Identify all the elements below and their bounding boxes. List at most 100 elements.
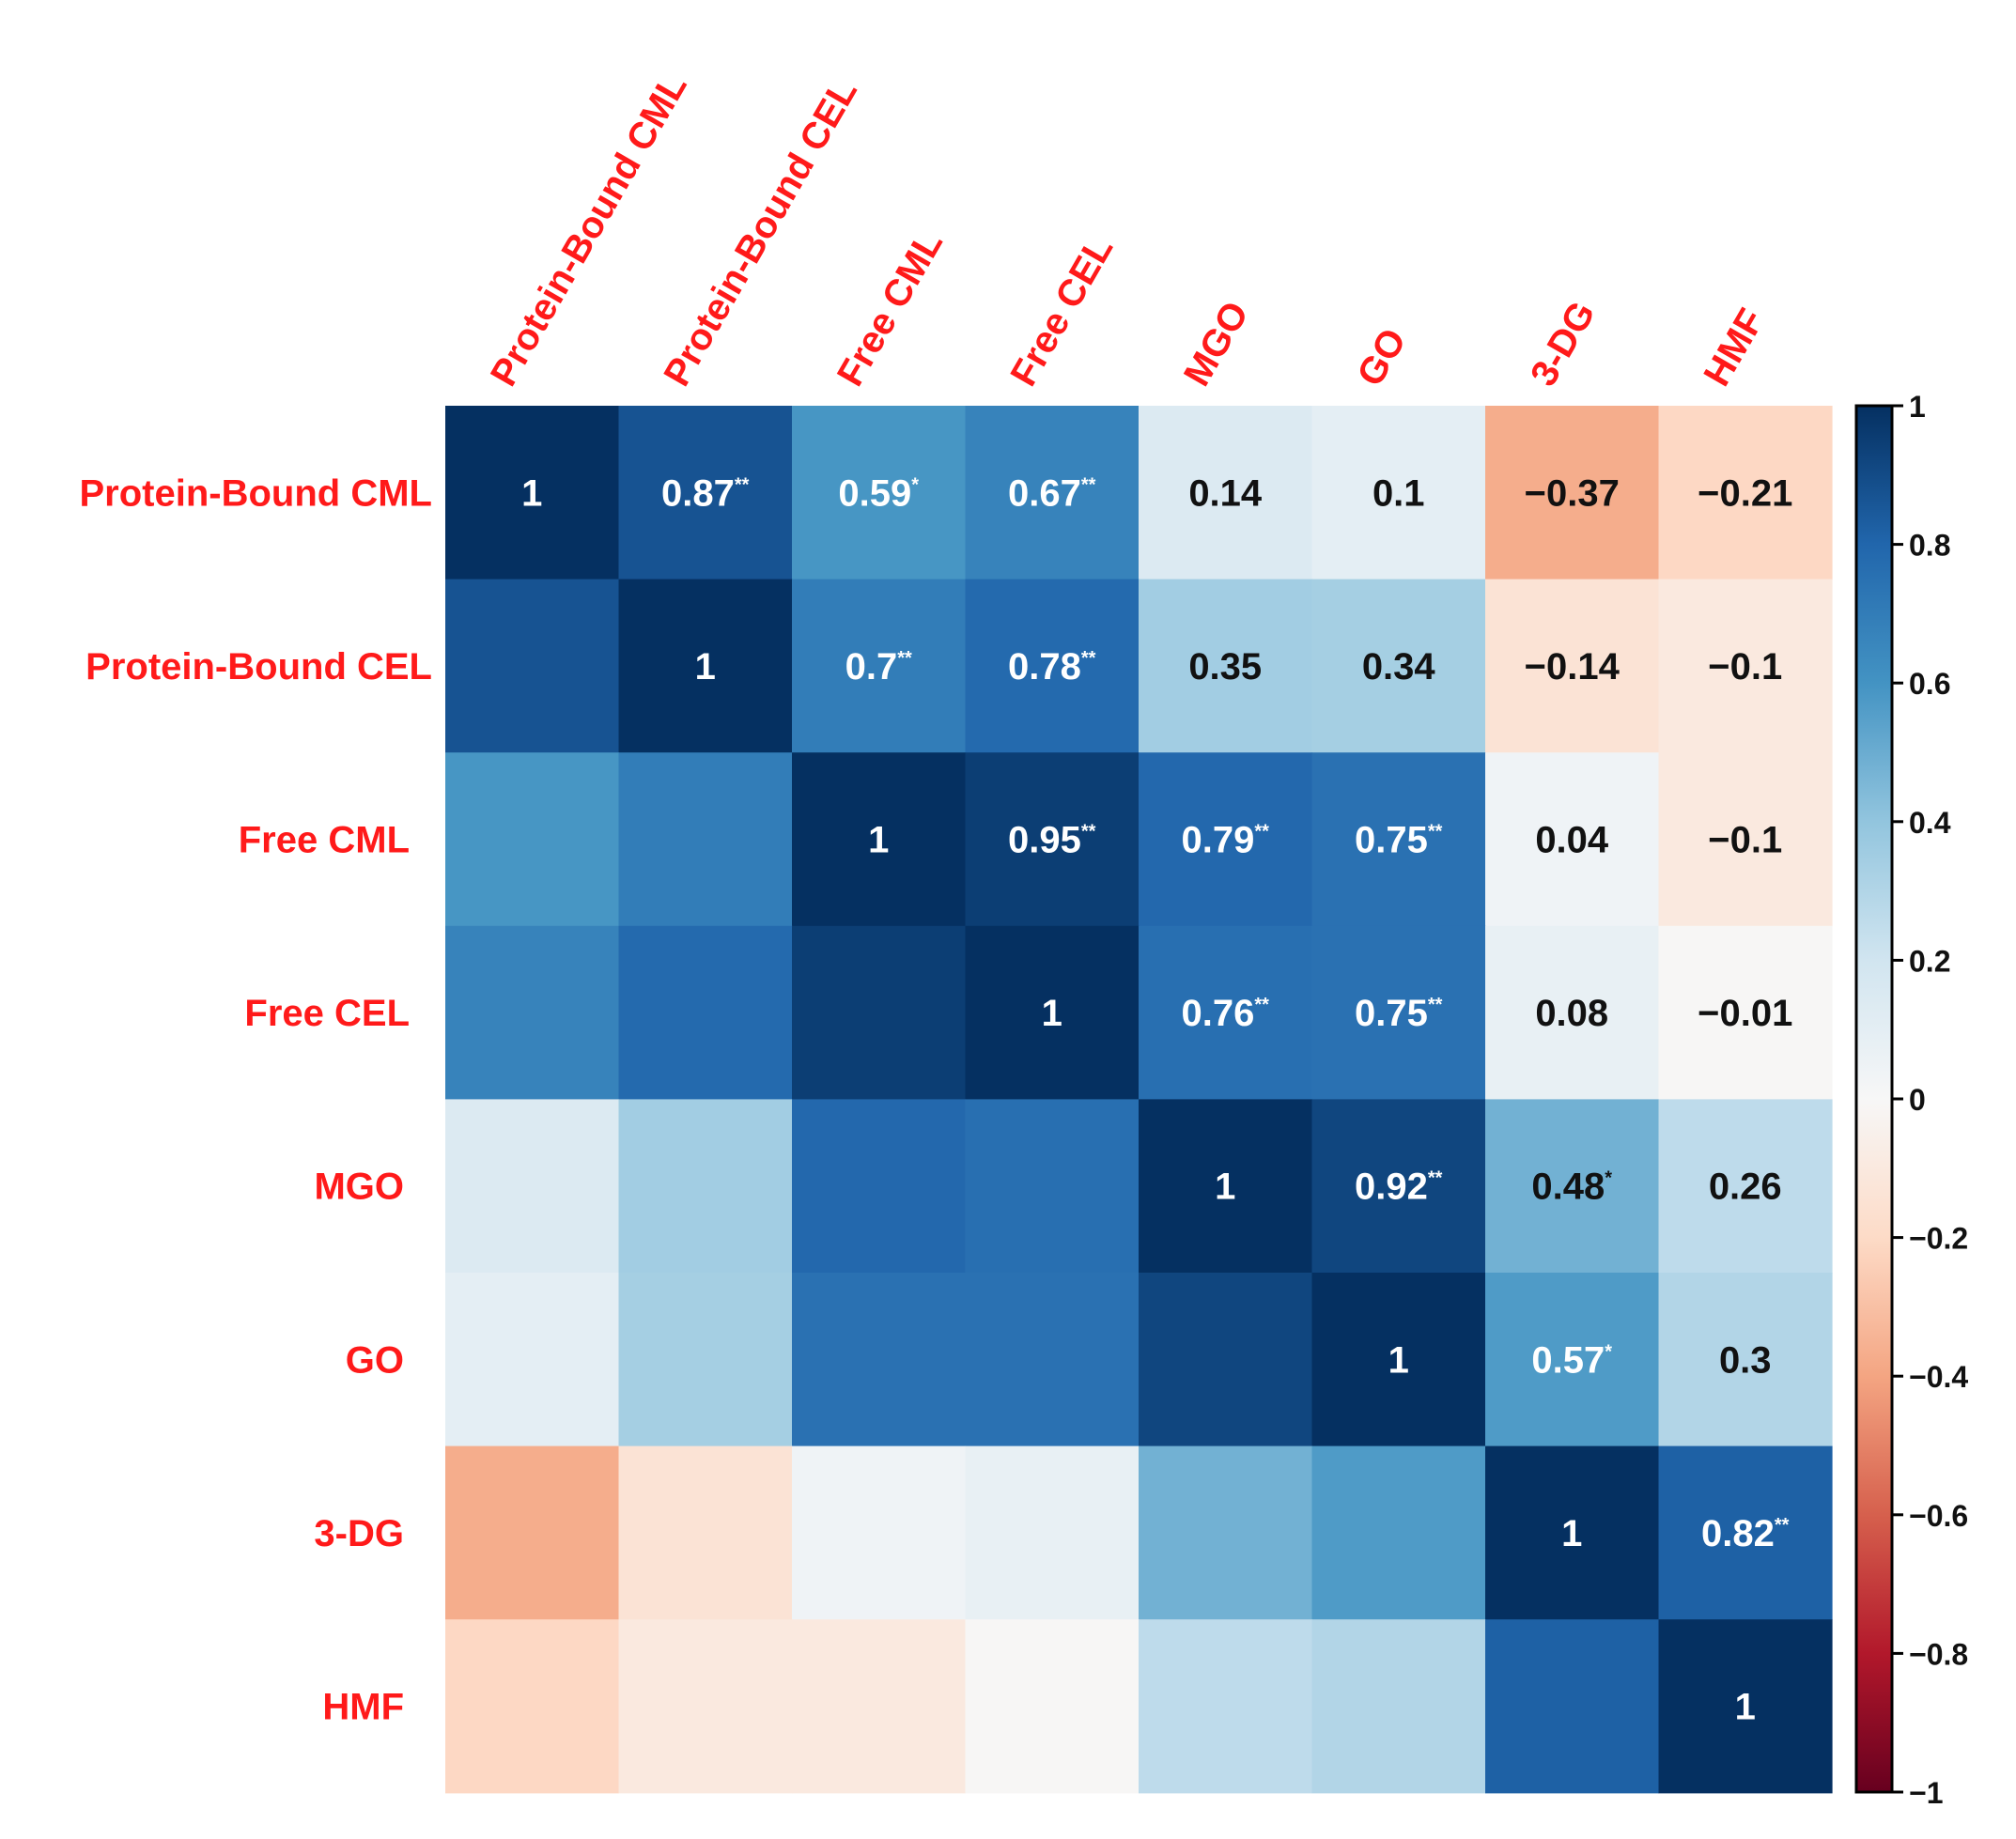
heatmap-cell-label: −0.1 bbox=[1708, 646, 1782, 688]
row-label: MGO bbox=[314, 1167, 404, 1208]
heatmap-cell bbox=[1485, 1445, 1660, 1620]
heatmap-cell bbox=[1658, 579, 1833, 753]
column-label: Free CML bbox=[830, 224, 951, 394]
heatmap-cell-label: −0.1 bbox=[1708, 820, 1782, 861]
significance-mark: ** bbox=[1081, 648, 1096, 669]
heatmap-cell bbox=[792, 1445, 967, 1620]
heatmap-cell bbox=[445, 579, 620, 753]
heatmap-cell bbox=[1139, 925, 1313, 1100]
heatmap-cell-label: 0.34 bbox=[1362, 646, 1436, 688]
heatmap-cell bbox=[445, 1273, 620, 1447]
colorbar-tick-label: 0 bbox=[1909, 1083, 1926, 1117]
heatmap-cell-label: 0.26 bbox=[1709, 1167, 1782, 1208]
heatmap-cell bbox=[445, 1099, 620, 1274]
heatmap-cell bbox=[445, 925, 620, 1100]
colorbar-tick-label: 0.8 bbox=[1909, 529, 1950, 563]
heatmap-cell bbox=[792, 1273, 967, 1447]
heatmap-cell bbox=[1311, 1273, 1486, 1447]
heatmap-cell bbox=[965, 579, 1140, 753]
heatmap-cell bbox=[618, 1445, 793, 1620]
heatmap-cell-label: 1 bbox=[1215, 1167, 1235, 1208]
heatmap-cell-label: 1 bbox=[1561, 1513, 1582, 1554]
significance-mark: ** bbox=[897, 648, 912, 669]
heatmap-cell bbox=[1485, 406, 1660, 580]
heatmap-cell-label: 0.1 bbox=[1372, 472, 1425, 514]
heatmap-cell bbox=[1311, 579, 1486, 753]
heatmap-cell bbox=[1311, 925, 1486, 1100]
row-label: Protein-Bound CEL bbox=[85, 646, 432, 688]
heatmap-cell-label: 1 bbox=[1042, 993, 1062, 1034]
heatmap-cells bbox=[445, 406, 1833, 1794]
colorbar-tick-label: 1 bbox=[1909, 390, 1926, 424]
heatmap-cell bbox=[445, 1619, 620, 1794]
heatmap-cell bbox=[1311, 1619, 1486, 1794]
heatmap-cell bbox=[618, 1099, 793, 1274]
row-label: Free CML bbox=[239, 820, 410, 861]
column-label: GO bbox=[1349, 322, 1414, 394]
heatmap-cell bbox=[1485, 1099, 1660, 1274]
colorbar-gradient bbox=[1854, 404, 1894, 1794]
heatmap-cell bbox=[1658, 1445, 1833, 1620]
colorbar-tick-label: −1 bbox=[1909, 1776, 1943, 1810]
heatmap-cell bbox=[1485, 1619, 1660, 1794]
row-label: Free CEL bbox=[244, 993, 410, 1034]
heatmap-cell bbox=[1139, 1445, 1313, 1620]
heatmap-cell-label: −0.21 bbox=[1698, 472, 1792, 514]
heatmap-cell bbox=[1658, 406, 1833, 580]
heatmap-cell-label: 1 bbox=[868, 820, 889, 861]
row-label: 3-DG bbox=[314, 1513, 404, 1554]
significance-mark: * bbox=[911, 474, 919, 495]
heatmap-cell-label: −0.37 bbox=[1525, 472, 1620, 514]
heatmap-cell bbox=[445, 752, 620, 927]
heatmap-cell bbox=[965, 1619, 1140, 1794]
colorbar-tick-label: −0.8 bbox=[1909, 1637, 1968, 1671]
significance-mark: ** bbox=[1254, 822, 1269, 842]
heatmap-cell bbox=[618, 1619, 793, 1794]
heatmap-cell bbox=[1139, 579, 1313, 753]
heatmap-cell bbox=[1485, 752, 1660, 927]
heatmap-cell-label: 0.57* bbox=[1531, 1339, 1612, 1381]
column-label: MGO bbox=[1176, 295, 1257, 394]
colorbar-tick-label: 0.2 bbox=[1909, 944, 1950, 978]
heatmap-cell bbox=[1139, 1099, 1313, 1274]
heatmap-cell bbox=[792, 752, 967, 927]
heatmap-cell-label: −0.01 bbox=[1698, 993, 1792, 1034]
significance-mark: ** bbox=[1775, 1515, 1790, 1536]
heatmap-cell-label: 1 bbox=[1735, 1687, 1756, 1728]
heatmap-cell bbox=[1658, 1099, 1833, 1274]
row-labels: Protein-Bound CML Protein-Bound CEL Free C… bbox=[80, 472, 433, 1727]
heatmap-cell bbox=[618, 1273, 793, 1447]
colorbar: 1 0.8 0.6 0.4 0.2 0 −0.2 −0.4 −0.6 −0.8 −1 bbox=[1854, 390, 1968, 1810]
significance-mark: ** bbox=[1081, 474, 1096, 495]
heatmap-cell bbox=[445, 1445, 620, 1620]
heatmap-cell bbox=[965, 1099, 1140, 1274]
heatmap-cell bbox=[1485, 579, 1660, 753]
heatmap-cell bbox=[618, 406, 793, 580]
heatmap-cell bbox=[1485, 925, 1660, 1100]
significance-mark: ** bbox=[735, 474, 750, 495]
heatmap-cell bbox=[1311, 406, 1486, 580]
heatmap-cell-label: 1 bbox=[695, 646, 716, 688]
heatmap-cell bbox=[1139, 1273, 1313, 1447]
column-label: Free CEL bbox=[1002, 229, 1121, 393]
heatmap-cell bbox=[1658, 925, 1833, 1100]
significance-mark: ** bbox=[1428, 995, 1443, 1015]
heatmap-cell bbox=[1311, 1099, 1486, 1274]
heatmap-cell-label: 0.3 bbox=[1719, 1339, 1772, 1381]
heatmap-cell bbox=[618, 752, 793, 927]
colorbar-tick-label: −0.4 bbox=[1909, 1360, 1968, 1394]
heatmap-cell bbox=[1139, 406, 1313, 580]
heatmap-cell bbox=[792, 925, 967, 1100]
heatmap-cell bbox=[618, 925, 793, 1100]
heatmap-cell bbox=[965, 406, 1140, 580]
heatmap-cell bbox=[1311, 752, 1486, 927]
heatmap-cell bbox=[618, 579, 793, 753]
heatmap-cell-label: 1 bbox=[521, 472, 542, 514]
heatmap-cell-label: 0.59* bbox=[838, 472, 919, 514]
heatmap-cell bbox=[965, 925, 1140, 1100]
heatmap-cell bbox=[965, 1273, 1140, 1447]
heatmap-cell-label: 0.35 bbox=[1188, 646, 1262, 688]
heatmap-cell bbox=[445, 406, 620, 580]
